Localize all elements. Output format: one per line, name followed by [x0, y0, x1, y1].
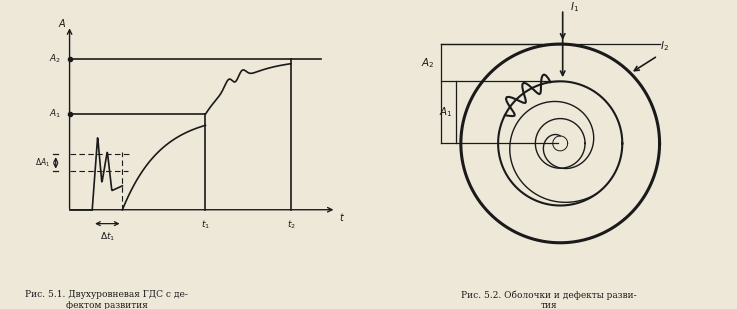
- Text: $A_1$: $A_1$: [439, 105, 452, 119]
- Text: $t_1$: $t_1$: [201, 218, 210, 231]
- Text: Рис. 5.1. Двухуровневая ГДС с де-
фектом развития: Рис. 5.1. Двухуровневая ГДС с де- фектом…: [26, 290, 188, 309]
- Text: $A_2$: $A_2$: [422, 56, 435, 70]
- Text: $A_1$: $A_1$: [49, 108, 60, 121]
- Text: $t_2$: $t_2$: [287, 218, 296, 231]
- Text: $I_2$: $I_2$: [660, 40, 669, 53]
- Text: $t$: $t$: [339, 211, 345, 223]
- Text: $A$: $A$: [57, 17, 66, 29]
- Text: $\Delta A_1$: $\Delta A_1$: [35, 157, 51, 169]
- Text: $A_2$: $A_2$: [49, 52, 60, 65]
- Text: $I_1$: $I_1$: [570, 0, 579, 14]
- Text: Рис. 5.2. Оболочки и дефекты разви-
тия: Рис. 5.2. Оболочки и дефекты разви- тия: [461, 290, 637, 309]
- Text: $\Delta t_1$: $\Delta t_1$: [99, 231, 115, 243]
